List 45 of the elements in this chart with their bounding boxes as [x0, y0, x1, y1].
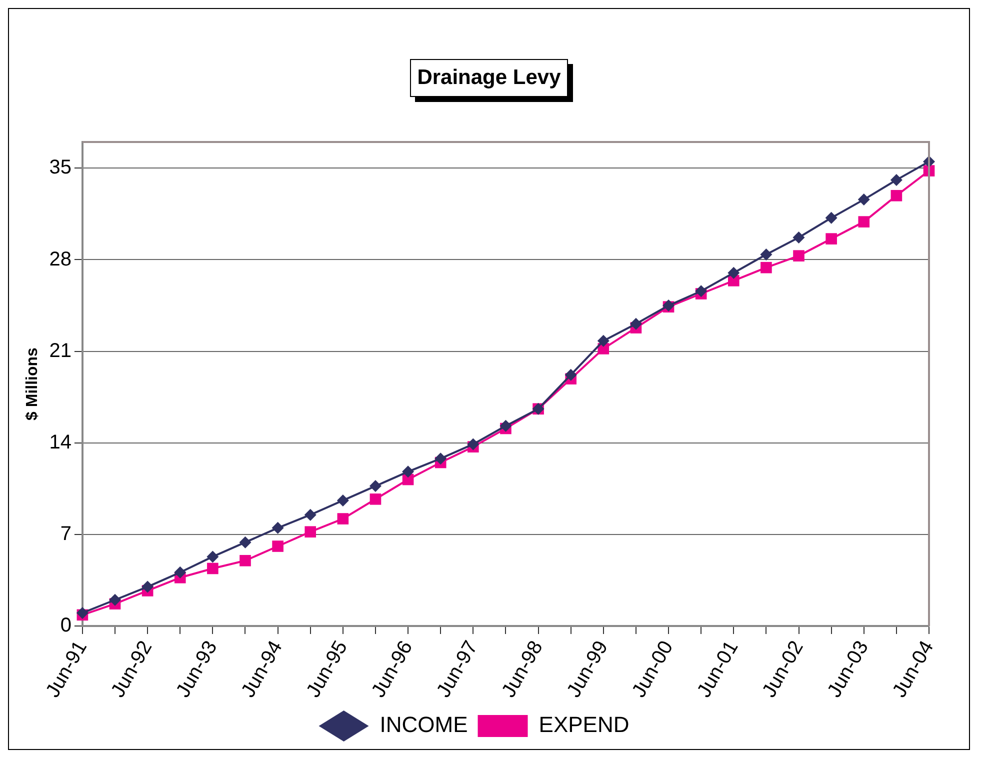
- y-tick-label: 35: [49, 156, 72, 179]
- point: [825, 212, 838, 224]
- point: [207, 562, 218, 574]
- y-axis-title: $ Millions: [24, 347, 42, 420]
- point: [760, 248, 772, 261]
- point: [206, 550, 219, 563]
- point: [272, 522, 284, 534]
- point: [370, 493, 382, 505]
- point: [728, 266, 740, 279]
- point: [402, 466, 414, 478]
- y-tick-label: 28: [49, 248, 72, 270]
- point: [564, 368, 577, 381]
- y-tick-label: 14: [49, 431, 72, 454]
- point: [369, 480, 382, 492]
- point: [630, 318, 642, 330]
- point: [304, 526, 316, 538]
- point: [695, 285, 708, 298]
- point: [304, 508, 316, 521]
- point: [858, 194, 870, 206]
- point: [337, 513, 349, 524]
- point: [109, 594, 122, 606]
- legend-label: EXPEND: [538, 712, 630, 738]
- point: [890, 190, 902, 202]
- point: [142, 580, 154, 593]
- y-tick-label: 7: [60, 522, 72, 545]
- point: [76, 606, 88, 619]
- point: [336, 494, 349, 506]
- y-tick-label: 21: [49, 340, 72, 362]
- point: [890, 174, 902, 186]
- point: [467, 438, 480, 450]
- point: [240, 554, 251, 566]
- point: [434, 452, 447, 465]
- y-tick-label: 0: [60, 614, 72, 637]
- chart-title: Drainage Levy: [410, 59, 568, 97]
- point: [858, 216, 870, 228]
- point: [793, 250, 804, 262]
- point: [239, 536, 252, 548]
- point: [272, 540, 284, 552]
- legend-label: INCOME: [380, 712, 468, 738]
- point: [500, 420, 512, 432]
- point: [792, 232, 805, 244]
- point: [597, 334, 610, 347]
- point: [760, 262, 772, 274]
- point: [826, 233, 837, 244]
- point: [174, 566, 186, 578]
